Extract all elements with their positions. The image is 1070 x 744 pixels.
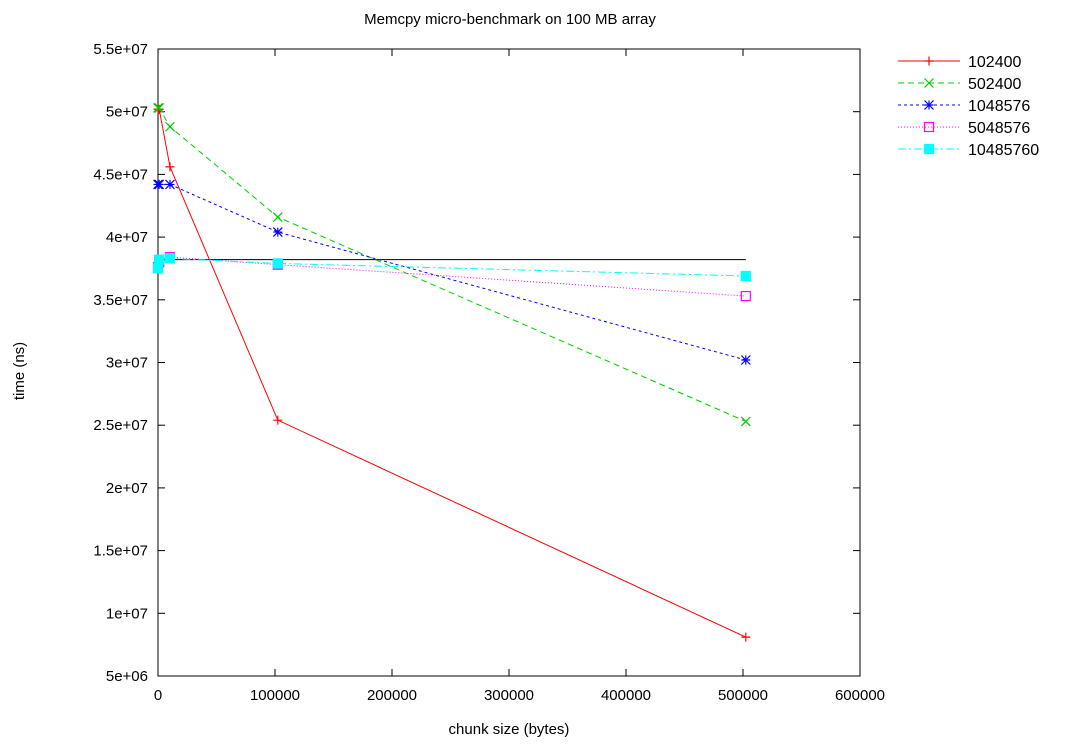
data-point [272, 227, 283, 238]
data-point [740, 416, 751, 427]
y-axis-label: time (ns) [11, 342, 28, 400]
data-point-mark [740, 355, 751, 365]
y-tick-label: 3e+07 [106, 355, 148, 372]
x-tick-label: 400000 [601, 687, 651, 704]
data-point [152, 263, 164, 274]
data-point-mark [741, 632, 751, 642]
data-point [165, 179, 175, 190]
legend-entry: 10485760 [898, 142, 1039, 159]
series-line [157, 257, 746, 277]
legend-entry: 102400 [898, 54, 1021, 71]
chart-title: Memcpy micro-benchmark on 100 MB array [364, 11, 656, 28]
data-point-mark [154, 254, 165, 265]
legend-label: 5048576 [968, 120, 1030, 137]
data-point [924, 78, 934, 88]
data-point-mark [165, 162, 175, 172]
data-point [923, 143, 935, 155]
plot-frame [157, 48, 861, 677]
y-tick-label: 5.5e+07 [93, 41, 148, 58]
data-point-mark [165, 121, 175, 132]
data-point-mark [924, 100, 934, 110]
y-tick-label: 5e+06 [106, 668, 148, 685]
y-tick-label: 1e+07 [106, 605, 148, 622]
x-tick-label: 300000 [484, 687, 534, 704]
series-line [158, 108, 747, 638]
data-point [923, 121, 935, 133]
series-102400 [153, 104, 751, 642]
legend-entry: 502400 [898, 76, 1021, 93]
data-point-mark [164, 253, 176, 264]
legend-entry: 5048576 [898, 120, 1030, 137]
data-point [154, 179, 165, 190]
legend-label: 502400 [968, 76, 1021, 93]
y-tick-label: 4e+07 [106, 229, 148, 246]
legend: 102400 502400 1048576 5048576 10485760 [898, 54, 1039, 159]
data-point [154, 254, 165, 265]
data-point-mark [923, 143, 935, 155]
legend-label: 102400 [968, 54, 1021, 71]
x-tick-label: 100000 [250, 687, 300, 704]
data-point-mark [272, 212, 283, 222]
data-point-mark [272, 258, 283, 269]
data-point [273, 415, 283, 425]
data-point [740, 270, 751, 282]
series-10485760 [152, 253, 751, 282]
series-1048576 [153, 179, 751, 365]
series-line [158, 183, 746, 361]
data-point [924, 56, 934, 66]
data-point [272, 212, 283, 222]
data-point-mark [924, 56, 934, 66]
data-point-mark [154, 179, 165, 190]
data-point-mark [740, 270, 751, 282]
data-point-mark [154, 103, 165, 113]
y-tick-label: 1.5e+07 [93, 543, 148, 560]
data-point [741, 632, 751, 642]
data-point-mark [923, 121, 935, 133]
series-line [157, 256, 746, 297]
data-point-mark [740, 416, 751, 427]
data-point [272, 258, 283, 269]
y-tick-label: 2.5e+07 [93, 417, 148, 434]
legend-label: 10485760 [968, 142, 1039, 159]
legend-entry: 1048576 [898, 98, 1030, 115]
x-tick-label: 200000 [367, 687, 417, 704]
data-point-mark [924, 78, 934, 88]
series-line [158, 107, 747, 422]
data-point [153, 103, 163, 113]
data-point-mark [740, 290, 751, 302]
data-point [154, 103, 165, 113]
data-point [740, 355, 751, 365]
x-tick-label: 500000 [718, 687, 768, 704]
data-point-mark [273, 415, 283, 425]
legend-label: 1048576 [968, 98, 1030, 115]
y-tick-label: 3.5e+07 [93, 292, 148, 309]
y-tick-label: 2e+07 [106, 480, 148, 497]
data-point [165, 162, 175, 172]
data-point-mark [153, 103, 163, 113]
data-point-mark [152, 263, 164, 274]
y-tick-label: 4.5e+07 [93, 166, 148, 183]
data-point [165, 121, 175, 132]
series-502400 [153, 103, 751, 427]
data-point-mark [272, 227, 283, 238]
x-tick-label: 0 [154, 687, 162, 704]
x-axis-label: chunk size (bytes) [449, 721, 570, 738]
data-point-mark [165, 179, 175, 190]
data-point [740, 290, 751, 302]
data-point [924, 100, 934, 110]
data-point [164, 253, 176, 264]
y-tick-label: 5e+07 [106, 104, 148, 121]
x-tick-label: 600000 [835, 687, 885, 704]
